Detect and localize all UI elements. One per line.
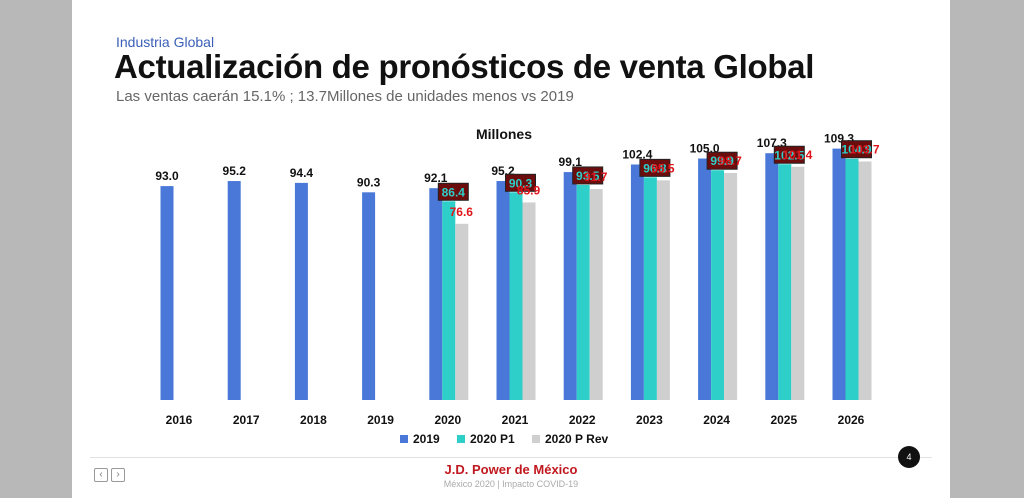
chevron-right-icon: › xyxy=(116,469,120,480)
data-label-2019: 92.1 xyxy=(424,171,448,185)
x-tick-label: 2020 xyxy=(434,413,461,427)
data-label-p1: 99.9 xyxy=(710,154,734,168)
bar-2020-p-rev xyxy=(522,202,536,400)
bar-2019 xyxy=(227,181,241,400)
data-label-2019: 94.4 xyxy=(290,166,314,180)
data-label-p-rev: 91.7 xyxy=(584,170,608,184)
data-label-box-p1 xyxy=(841,140,872,159)
slide: Industria Global Actualización de pronós… xyxy=(72,0,950,498)
bar-2019 xyxy=(698,158,712,400)
bar-2019 xyxy=(160,186,174,400)
bar-2020-p1 xyxy=(778,164,792,400)
footer-subtitle: México 2020 | Impacto COVID-19 xyxy=(443,479,579,489)
bar-2019 xyxy=(496,181,510,400)
bar-2020-p1 xyxy=(643,177,657,400)
data-label-box-p1 xyxy=(505,173,536,192)
chevron-left-icon: ‹ xyxy=(99,469,103,480)
data-label-p1: 93.5 xyxy=(576,169,600,183)
page-subtitle: Las ventas caerán 15.1% ; 13.7Millones d… xyxy=(116,88,574,105)
bar-2020-p-rev xyxy=(656,180,670,400)
next-slide-button[interactable]: › xyxy=(111,468,125,482)
legend-swatch xyxy=(532,435,540,443)
bar-2020-p1 xyxy=(509,192,523,400)
bar-2019 xyxy=(630,164,644,400)
x-tick-label: 2019 xyxy=(367,413,394,427)
data-label-box-p1 xyxy=(639,158,671,177)
section-kicker: Industria Global xyxy=(116,34,215,50)
data-label-p-rev: 95.5 xyxy=(651,161,675,175)
x-tick-label: 2024 xyxy=(703,413,730,427)
data-label-box-p1 xyxy=(572,166,604,185)
bar-2020-p-rev xyxy=(791,166,805,400)
bar-2020-p1 xyxy=(845,158,859,400)
x-tick-label: 2016 xyxy=(166,413,193,427)
x-tick-label: 2026 xyxy=(838,413,865,427)
footer-brand: J.D. Power de México xyxy=(444,462,578,477)
bar-2020-p-rev xyxy=(455,223,469,400)
data-label-p-rev: 103.7 xyxy=(849,142,879,156)
data-label-p1: 104.9 xyxy=(841,143,871,157)
chart-title: Millones xyxy=(476,126,532,142)
bar-2020-p1 xyxy=(711,170,725,400)
sales-forecast-chart: Millones 2016 93.0 2017 95.2 2018 94.4 2019 90.3… xyxy=(155,126,880,446)
x-tick-label: 2017 xyxy=(233,413,260,427)
bar-2019 xyxy=(294,182,308,400)
page-number-badge: 4 xyxy=(898,446,920,468)
data-label-box-p1 xyxy=(773,145,805,164)
page-title: Actualización de pronósticos de venta Gl… xyxy=(114,48,815,85)
bar-2020-p-rev xyxy=(589,189,603,400)
x-tick-label: 2022 xyxy=(569,413,596,427)
bar-2020-p1 xyxy=(576,184,590,400)
x-tick-label: 2018 xyxy=(300,413,327,427)
data-label-p-rev: 85.9 xyxy=(517,183,541,197)
data-label-p-rev: 98.7 xyxy=(718,154,742,168)
data-label-p-rev: 101.4 xyxy=(782,148,812,162)
legend-label: 2019 xyxy=(413,432,440,446)
prev-slide-button[interactable]: ‹ xyxy=(94,468,108,482)
bar-2019 xyxy=(563,172,577,400)
data-label-2019: 95.2 xyxy=(223,164,247,178)
data-label-p1: 90.3 xyxy=(509,176,533,190)
data-label-2019: 99.1 xyxy=(559,155,583,169)
bar-2020-p1 xyxy=(442,201,456,400)
bar-2019 xyxy=(832,148,846,400)
legend-swatch xyxy=(400,435,408,443)
legend-swatch xyxy=(457,435,465,443)
bar-2019 xyxy=(765,153,779,400)
data-label-p1: 102.5 xyxy=(774,148,804,162)
x-tick-label: 2023 xyxy=(636,413,663,427)
footer-divider xyxy=(90,457,932,458)
data-label-p-rev: 76.6 xyxy=(450,205,474,219)
data-label-box-p1 xyxy=(706,151,738,170)
bar-2020-p-rev xyxy=(724,172,738,400)
bar-2019 xyxy=(429,188,443,400)
data-label-2019: 90.3 xyxy=(357,175,381,189)
data-label-2019: 93.0 xyxy=(155,169,179,183)
x-tick-label: 2021 xyxy=(502,413,529,427)
data-label-p1: 96.8 xyxy=(643,161,667,175)
data-label-box-p1 xyxy=(437,182,469,201)
data-label-2019: 102.4 xyxy=(622,147,652,161)
legend-label: 2020 P1 xyxy=(470,432,515,446)
legend-label: 2020 P Rev xyxy=(545,432,608,446)
bar-2019 xyxy=(362,192,376,400)
data-label-p1: 86.4 xyxy=(442,185,466,199)
bar-2020-p-rev xyxy=(858,161,872,400)
x-tick-label: 2025 xyxy=(770,413,797,427)
